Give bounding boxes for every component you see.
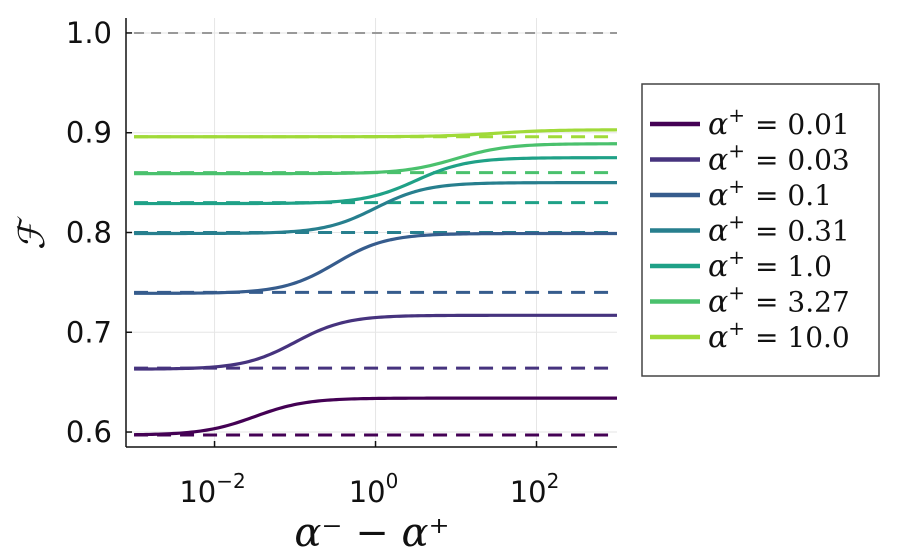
legend-superscript: + [728,103,745,127]
legend-superscript: + [728,316,745,340]
x-tick-base: 10 [349,475,386,509]
legend-label: α+ = 3.27 [708,281,850,320]
series-line [134,231,617,295]
series-group [134,128,618,437]
x-tick-exponent: 2 [547,469,560,493]
legend-label: α+ = 10.0 [708,316,850,355]
legend-superscript: + [728,281,745,305]
series-line [134,128,618,139]
legend-superscript: + [728,210,745,234]
legend-label: α+ = 0.03 [708,139,850,178]
legend-value: = 10.0 [755,321,850,354]
legend-symbol: α [708,107,728,142]
x-tick-exponent: 0 [386,469,399,493]
legend-symbol: α [708,143,728,178]
y-tick-label: 1.0 [66,16,112,50]
legend-superscript: + [728,139,745,163]
legend-value: = 0.01 [755,108,850,141]
legend-symbol: α [708,285,728,320]
series-line [134,156,618,206]
legend-symbol: α [708,320,728,355]
y-tick-label: 0.6 [66,415,112,449]
legend-label: α+ = 0.1 [708,174,832,213]
y-tick-group: 0.6 0.7 0.8 0.9 1.0 [66,16,132,449]
legend-value: = 1.0 [755,250,832,283]
series-line [134,142,618,176]
legend-value: = 0.1 [755,179,832,212]
legend: α+ = 0.01α+ = 0.03α+ = 0.1α+ = 0.31α+ = 1.0α+… [641,83,880,377]
legend-label: α+ = 0.31 [708,210,850,249]
legend-superscript: + [728,174,745,198]
y-axis-label: ℱ [12,216,53,250]
y-tick-label: 0.8 [66,216,112,250]
x-tick-group: 10−2 100 102 [179,441,559,509]
x-tick-base: 10 [179,475,216,509]
series-line [134,181,617,236]
legend-superscript: + [728,245,745,269]
series-line [134,396,617,437]
legend-symbol: α [708,214,728,249]
series-line [134,313,617,371]
x-tick-exponent: −2 [216,469,245,493]
legend-value: = 0.31 [755,215,850,248]
y-tick-label: 0.9 [66,116,112,150]
legend-symbol: α [708,249,728,284]
y-tick-label: 0.7 [66,315,112,349]
legend-value: = 0.03 [755,144,850,177]
legend-symbol: α [708,178,728,213]
legend-label: α+ = 1.0 [708,245,832,284]
x-tick-label: 100 [349,469,399,509]
legend-label: α+ = 0.01 [708,103,850,142]
legend-value: = 3.27 [755,286,850,319]
x-tick-base: 10 [510,475,547,509]
x-tick-label: 102 [510,469,560,509]
x-tick-label: 10−2 [179,469,245,509]
x-axis-label: α⁻ − α⁺ [294,510,449,554]
